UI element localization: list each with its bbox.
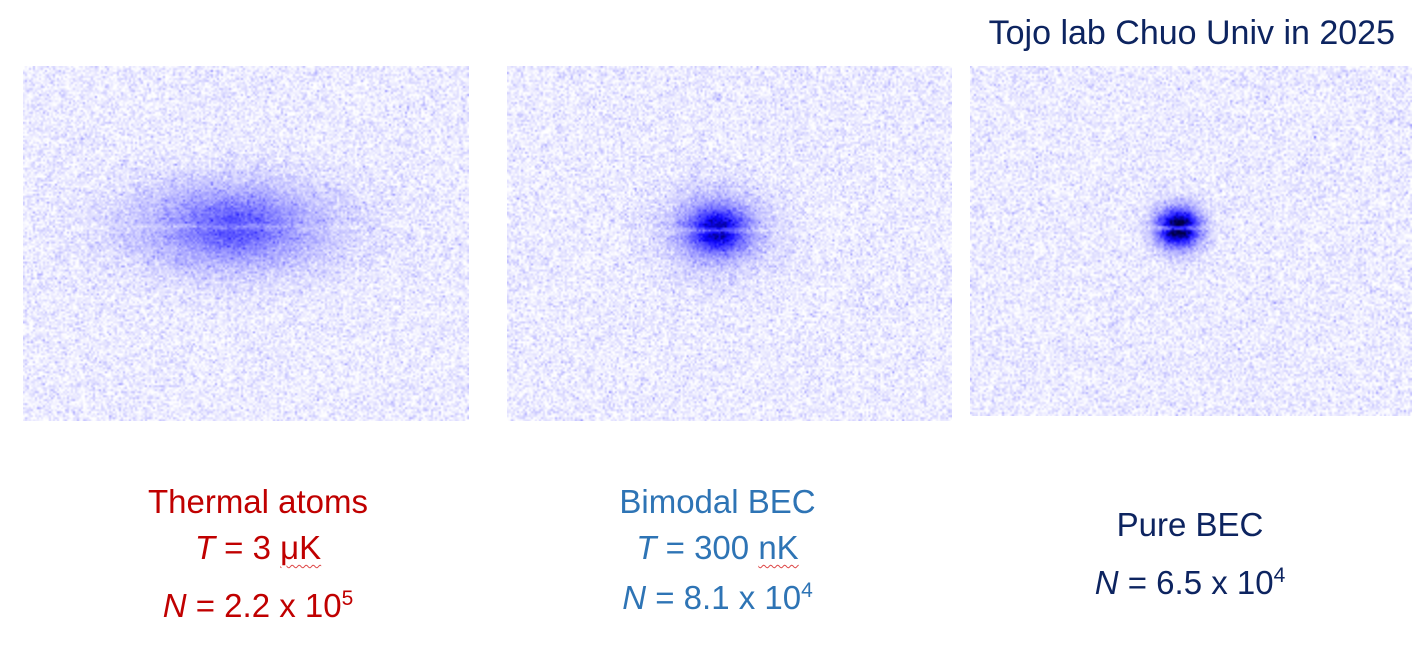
atom-number-exponent: 4 bbox=[1273, 564, 1286, 587]
caption-bimodal: Bimodal BEC T = 300 nK N = 8.1 x 104 bbox=[490, 479, 945, 621]
temperature-value: = 300 bbox=[656, 529, 759, 566]
temperature-symbol: T bbox=[636, 529, 657, 566]
atom-number-exponent: 5 bbox=[341, 587, 354, 610]
atom-number-exponent: 4 bbox=[801, 579, 813, 602]
temperature-line: T = 3 μK bbox=[23, 525, 493, 571]
atom-number-line: N = 2.2 x 105 bbox=[23, 583, 493, 629]
caption-title: Bimodal BEC bbox=[619, 483, 816, 520]
absorption-image-thermal bbox=[23, 66, 469, 421]
atom-number-line: N = 8.1 x 104 bbox=[490, 575, 945, 621]
absorption-image-bimodal bbox=[507, 66, 952, 421]
temperature-line: T = 300 nK bbox=[490, 525, 945, 571]
temperature-unit: μK bbox=[280, 529, 322, 566]
lab-credit: Tojo lab Chuo Univ in 2025 bbox=[988, 14, 1395, 52]
caption-title: Thermal atoms bbox=[147, 483, 369, 520]
caption-pure: Pure BEC N = 6.5 x 104 bbox=[960, 502, 1419, 606]
atom-number-line: N = 6.5 x 104 bbox=[960, 560, 1419, 606]
temperature-unit: nK bbox=[758, 529, 799, 566]
atom-number-symbol: N bbox=[1094, 564, 1119, 601]
temperature-value: = 3 bbox=[215, 529, 281, 566]
caption-thermal: Thermal atoms T = 3 μK N = 2.2 x 105 bbox=[23, 479, 493, 629]
caption-title: Pure BEC bbox=[1116, 506, 1264, 543]
absorption-image-pure bbox=[970, 66, 1412, 416]
atom-number-symbol: N bbox=[622, 579, 647, 616]
temperature-symbol: T bbox=[194, 529, 215, 566]
atom-number-mantissa: = 2.2 x 10 bbox=[186, 587, 342, 624]
atom-number-mantissa: = 8.1 x 10 bbox=[646, 579, 802, 616]
atom-number-symbol: N bbox=[162, 587, 187, 624]
atom-number-mantissa: = 6.5 x 10 bbox=[1118, 564, 1274, 601]
